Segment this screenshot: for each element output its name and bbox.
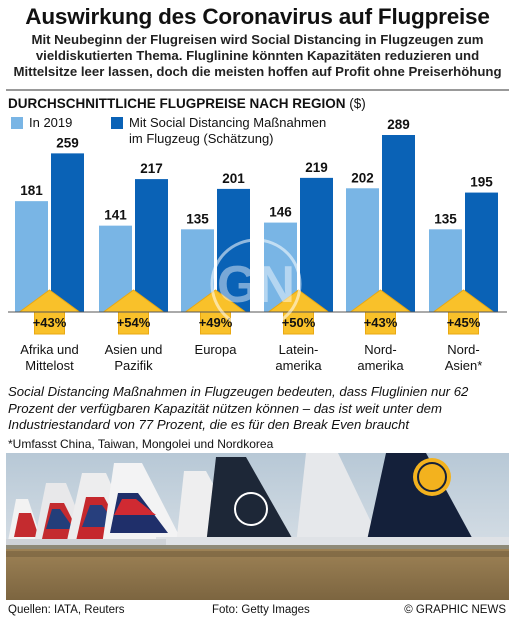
- bar-value-label: 202: [351, 170, 374, 185]
- bar-value-label: 219: [305, 160, 328, 175]
- bar-social-distancing: [465, 192, 498, 312]
- bar-value-label: 146: [269, 205, 292, 220]
- category-label: Latein-: [279, 342, 319, 357]
- source-credit: Quellen: IATA, Reuters: [8, 604, 125, 616]
- category-label: Afrika und: [20, 342, 79, 357]
- footnote: *Umfasst China, Taiwan, Mongolei und Nor…: [8, 437, 274, 451]
- capacity-note: Social Distancing Maßnahmen in Flugzeuge…: [8, 384, 469, 432]
- bar-value-label: 135: [186, 211, 209, 226]
- increase-percent-label: +43%: [364, 315, 398, 330]
- bar-value-label: 135: [434, 211, 457, 226]
- legend-swatch-2019: [11, 117, 23, 129]
- bar-value-label: 289: [387, 117, 410, 132]
- increase-percent-label: +54%: [117, 315, 151, 330]
- bar-social-distancing: [382, 135, 415, 312]
- bar-2019: [15, 201, 48, 312]
- divider: [6, 89, 509, 91]
- category-label: amerika: [275, 358, 322, 373]
- bar-social-distancing: [135, 179, 168, 312]
- category-label: Europa: [195, 342, 238, 357]
- bar-social-distancing: [51, 153, 84, 312]
- chart-title: DURCHSCHNITTLICHE FLUGPREISE NACH REGION…: [8, 96, 366, 111]
- chart-title-text: DURCHSCHNITTLICHE FLUGPREISE NACH REGION: [8, 96, 346, 111]
- bar-social-distancing: [300, 177, 333, 312]
- brand-credit: © GRAPHIC NEWS: [404, 604, 506, 616]
- category-label: Nord-: [364, 342, 397, 357]
- infographic-subtitle: Mit Neubeginn der Flugreisen wird Social…: [13, 32, 502, 79]
- bar-value-label: 217: [140, 161, 163, 176]
- bar-value-label: 259: [56, 135, 79, 150]
- category-label: Nord-: [447, 342, 480, 357]
- legend-swatch-social-distancing: [111, 117, 123, 129]
- photo-credit: Foto: Getty Images: [212, 604, 310, 616]
- category-label: Mittelost: [25, 358, 74, 373]
- increase-percent-label: +43%: [33, 315, 67, 330]
- legend-label-2019: In 2019: [29, 115, 73, 130]
- bar-social-distancing: [217, 188, 250, 312]
- legend-label-social-distancing-1: Mit Social Distancing Maßnahmen: [129, 115, 327, 130]
- category-label: amerika: [357, 358, 404, 373]
- bar-value-label: 201: [222, 171, 245, 186]
- bar-value-label: 181: [20, 183, 43, 198]
- category-label: Asien und: [105, 342, 163, 357]
- infographic-title: Auswirkung des Coronavirus auf Flugpreis…: [25, 4, 490, 29]
- increase-percent-label: +50%: [282, 315, 316, 330]
- bar-value-label: 195: [470, 175, 493, 190]
- category-label: Pazifik: [114, 358, 153, 373]
- category-label: Asien*: [445, 358, 483, 373]
- legend-label-social-distancing-2: im Flugzeug (Schätzung): [129, 131, 274, 146]
- chart-unit: ($): [349, 96, 366, 111]
- increase-percent-label: +45%: [447, 315, 481, 330]
- bar-value-label: 141: [104, 208, 127, 223]
- increase-percent-label: +49%: [199, 315, 233, 330]
- parked-aircraft-photo: [6, 453, 509, 600]
- bar-2019: [346, 188, 379, 312]
